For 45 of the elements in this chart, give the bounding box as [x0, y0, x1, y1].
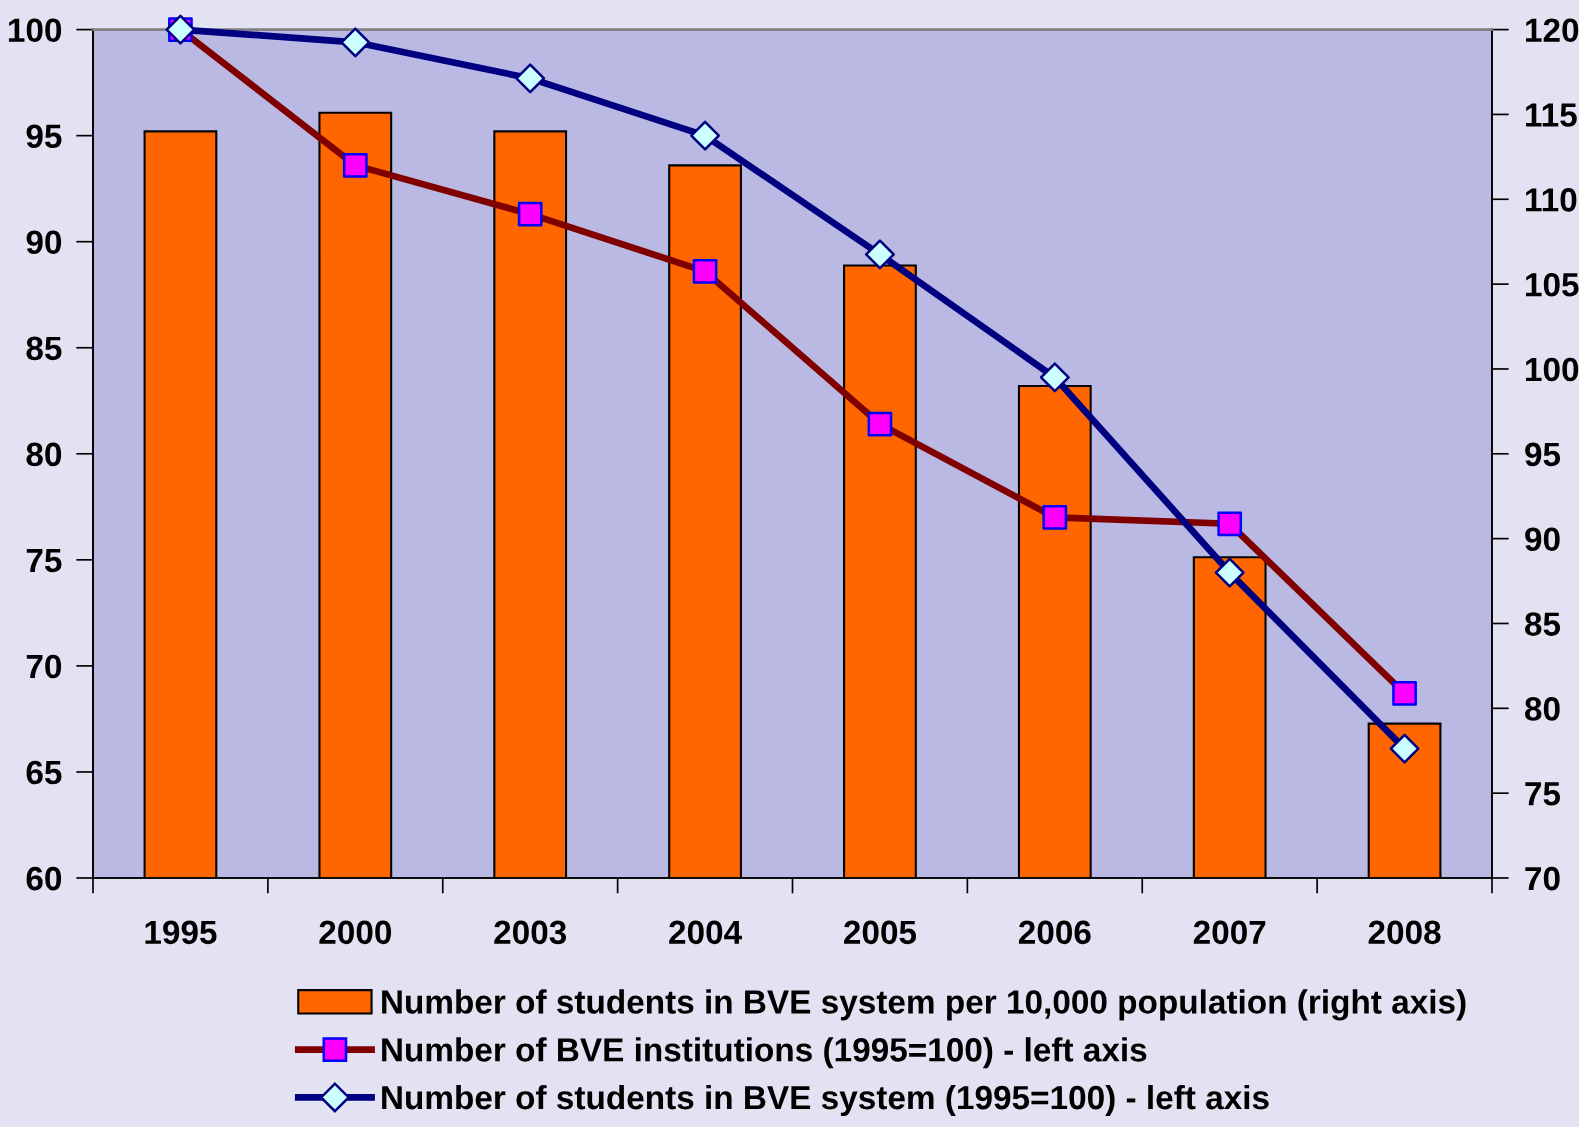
y-tick-label: 65 [26, 760, 62, 785]
y2-tick-label: 115 [1526, 103, 1577, 127]
y-tick-label: 95 [26, 124, 62, 149]
point [867, 411, 893, 437]
point [342, 152, 368, 178]
point [692, 259, 718, 284]
x-tick-label: 2000 [319, 920, 392, 945]
y2-tick-label: 95 [1525, 442, 1561, 467]
y-tick-label: 60 [26, 866, 62, 891]
point [1214, 557, 1245, 588]
x-tick-label: 1995 [145, 920, 217, 945]
point [1389, 733, 1420, 764]
y2-tick-label: 120 [1526, 18, 1579, 43]
y-tick-label: 100 [8, 18, 62, 43]
legend-label: Number of students in BVE system (1995=100) - left axis [382, 1084, 1269, 1117]
point [864, 239, 895, 270]
point [517, 201, 543, 227]
y2-tick-label: 85 [1525, 612, 1561, 636]
point [1042, 505, 1068, 530]
y2-tick-label: 110 [1526, 188, 1577, 212]
point [690, 120, 721, 151]
y-tick-label: 80 [26, 442, 62, 467]
point [1039, 362, 1070, 393]
y2-tick-label: 75 [1525, 782, 1561, 806]
legend-label: Number of BVE institutions (1995=100) - left axis [382, 1037, 1147, 1069]
x-tick-label: 2003 [494, 920, 567, 945]
y-tick-label: 75 [26, 549, 62, 573]
y-tick-label: 85 [26, 336, 62, 361]
x-tick-label: 2005 [844, 920, 917, 945]
y-tick-label: 70 [26, 654, 62, 679]
point [340, 27, 371, 58]
point [1217, 511, 1243, 537]
x-tick-label: 2006 [1018, 920, 1091, 945]
x-tick-label: 2008 [1368, 920, 1441, 945]
y2-tick-label: 105 [1526, 272, 1579, 297]
point [515, 63, 546, 94]
x-tick-label: 2007 [1193, 920, 1266, 945]
y2-tick-label: 70 [1525, 866, 1560, 891]
y2-tick-label: 80 [1525, 697, 1560, 721]
legend-label: Number of students in BVE system per 10,000 population (right axis) [382, 989, 1466, 1021]
y2-tick-label: 100 [1526, 357, 1579, 382]
x-tick-label: 2004 [669, 920, 742, 945]
y2-tick-label: 90 [1525, 527, 1560, 552]
point [1392, 681, 1417, 706]
y-tick-label: 90 [26, 230, 62, 255]
